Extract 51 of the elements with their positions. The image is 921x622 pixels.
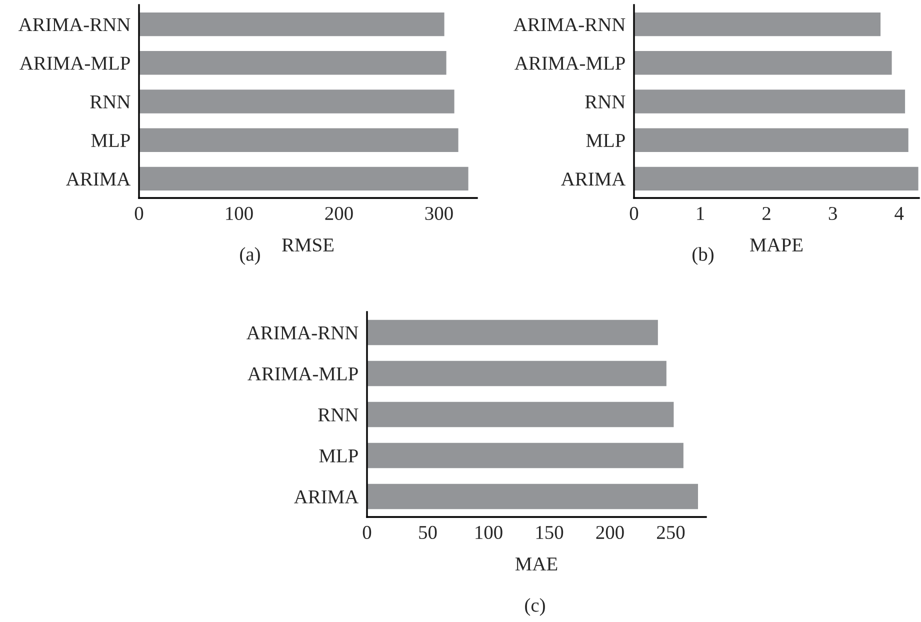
y-tick-label: RNN — [318, 408, 358, 422]
bar — [139, 11, 446, 38]
bar — [634, 11, 882, 38]
x-axis-title: RMSE — [282, 238, 334, 252]
bar — [634, 50, 894, 76]
x-tick-label: 300 — [425, 206, 453, 220]
bar — [367, 482, 700, 511]
bar — [139, 88, 456, 115]
y-tick-label: ARIMA-MLP — [20, 56, 130, 70]
x-tick-label: 100 — [476, 526, 502, 540]
bar — [367, 359, 668, 388]
y-tick-label: RNN — [90, 96, 130, 108]
x-tick-label: 2 — [762, 206, 770, 220]
x-tick-label: 4 — [894, 207, 904, 220]
x-tick-label: 1 — [697, 206, 704, 220]
bar — [634, 165, 919, 192]
bar — [367, 441, 685, 470]
x-tick-label: 200 — [596, 526, 624, 540]
x-axis-title: MAPE — [750, 238, 803, 252]
y-tick-label: ARIMA — [294, 490, 359, 504]
bar — [367, 400, 676, 429]
y-tick-label: ARIMA — [66, 172, 131, 186]
y-tick-label: RNN — [585, 96, 626, 108]
y-tick-label: ARIMA-RNN — [246, 326, 358, 340]
text: (a) — [240, 247, 260, 265]
x-tick-label: 50 — [419, 526, 437, 540]
y-tick-label: ARIMA — [561, 172, 626, 186]
x-tick-label: 150 — [536, 526, 564, 540]
y-tick-label: ARIMA-RNN — [514, 18, 626, 32]
y-tick-label: ARIMA-MLP — [514, 56, 625, 70]
bar — [634, 126, 910, 154]
x-tick-label: 250 — [657, 526, 685, 540]
y-tick-label: ARIMA-RNN — [18, 18, 130, 32]
y-tick-label: MLP — [91, 134, 130, 147]
y-tick-label: MLP — [319, 450, 358, 462]
text: (c) — [525, 598, 545, 616]
bar — [139, 165, 470, 192]
x-tick-label: 100 — [226, 206, 253, 220]
bar — [139, 126, 460, 154]
bar — [634, 88, 906, 115]
bar — [367, 318, 660, 347]
y-tick-label: ARIMA-MLP — [248, 367, 358, 380]
x-tick-label: 3 — [828, 206, 837, 220]
bar — [139, 50, 448, 76]
text: (b) — [692, 247, 714, 265]
x-tick-label: 0 — [362, 526, 372, 540]
x-axis-title: MAE — [515, 558, 558, 570]
y-tick-label: MLP — [586, 134, 625, 147]
x-tick-label: 0 — [134, 206, 144, 220]
x-tick-label: 0 — [630, 206, 638, 220]
x-tick-label: 200 — [325, 206, 353, 220]
